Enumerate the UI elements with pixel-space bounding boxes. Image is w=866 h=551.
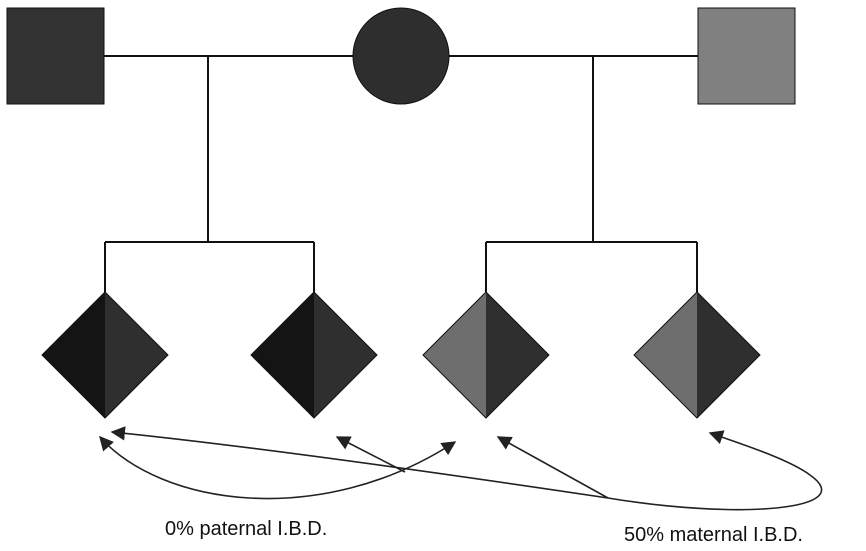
maternal-ibd-arrow-to-child-4 [607,430,823,511]
child-1-maternal-half [105,292,168,418]
maternal-ibd-arrows [110,426,823,511]
mother-circle [352,7,450,105]
paternal-ibd-label: 0% paternal I.B.D. [165,518,328,540]
paternal-ibd-arrows [99,435,457,500]
child-3-paternal-half [423,292,486,418]
child-3-diamond [422,291,550,419]
child-2-outline [250,291,378,419]
child-2-paternal-half [251,292,314,418]
maternal-ibd-arrow-to-child-1 [110,426,609,499]
maternal-ibd-arrow-to-child-3 [496,436,609,499]
father-right-square [697,7,796,105]
child-4-diamond [633,291,761,419]
child-1-paternal-half [42,292,105,418]
child-1-diamond [41,291,169,419]
paternal-ibd-arrow [99,435,457,500]
child-2-maternal-half [314,292,377,418]
child-4-maternal-half [697,292,760,418]
maternal-ibd-arrow-to-child-2 [335,436,406,473]
father-left-square [6,7,105,105]
child-1-outline [41,291,169,419]
child-3-outline [422,291,550,419]
child-2-diamond [250,291,378,419]
child-3-maternal-half [486,292,549,418]
child-4-paternal-half [634,292,697,418]
maternal-ibd-label: 50% maternal I.B.D. [624,524,803,546]
child-4-outline [633,291,761,419]
